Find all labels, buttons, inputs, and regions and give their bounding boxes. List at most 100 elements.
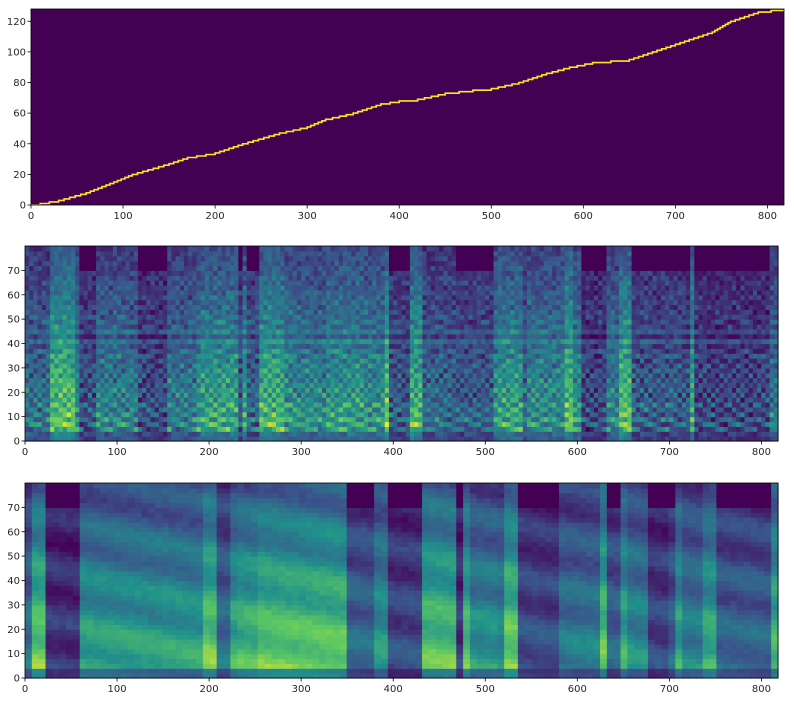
spec-cell bbox=[225, 275, 231, 281]
spec-cell bbox=[221, 387, 227, 393]
spec-cell bbox=[305, 436, 311, 442]
spec-cell bbox=[460, 246, 465, 252]
spec-cell bbox=[246, 382, 252, 388]
spec-cell bbox=[96, 304, 101, 310]
spec-cell bbox=[426, 304, 432, 310]
spec-cell bbox=[158, 348, 164, 354]
spec-cell bbox=[422, 255, 428, 262]
spec-cell bbox=[531, 348, 536, 354]
spec-cell bbox=[183, 377, 189, 384]
spec-cell bbox=[430, 358, 436, 364]
spec-cell bbox=[472, 431, 478, 437]
spec-cell bbox=[234, 285, 239, 291]
spec-cell bbox=[334, 289, 340, 296]
spec-cell bbox=[288, 343, 294, 349]
spec-cell bbox=[204, 319, 210, 325]
spec-cell bbox=[284, 392, 290, 398]
spec-cell bbox=[384, 285, 390, 291]
spec-cell bbox=[45, 392, 51, 398]
spec-cell bbox=[464, 285, 470, 291]
spec-cell bbox=[229, 402, 235, 408]
spec-cell bbox=[121, 421, 126, 427]
spec-cell bbox=[531, 382, 536, 388]
spec-cell bbox=[476, 304, 482, 310]
spec-cell bbox=[87, 280, 93, 286]
spec-cell bbox=[175, 319, 181, 325]
spec-cell bbox=[117, 406, 122, 413]
spec-cell bbox=[330, 382, 336, 388]
spec-cell bbox=[196, 353, 202, 359]
spec-cell bbox=[229, 246, 235, 252]
spec-cell bbox=[276, 260, 281, 267]
spec-cell bbox=[501, 285, 507, 291]
spec-cell bbox=[79, 328, 85, 335]
spec-cell bbox=[175, 289, 181, 296]
spec-cell bbox=[455, 250, 461, 257]
spec-cell bbox=[309, 294, 315, 301]
spec-cell bbox=[100, 270, 106, 276]
spec-cell bbox=[535, 299, 541, 306]
spec-cell bbox=[167, 255, 173, 262]
spec-cell bbox=[175, 285, 181, 291]
spec-cell bbox=[317, 367, 323, 374]
spec-cell bbox=[455, 348, 461, 354]
spec-cell bbox=[79, 309, 85, 315]
spec-cell bbox=[183, 402, 189, 408]
spec-cell bbox=[121, 406, 126, 413]
spec-cell bbox=[96, 294, 101, 301]
spec-cell bbox=[288, 265, 294, 271]
spec-cell bbox=[79, 255, 85, 262]
spec-cell bbox=[535, 387, 541, 393]
spec-cell bbox=[62, 406, 68, 413]
spec-cell bbox=[480, 246, 486, 252]
spec-cell bbox=[41, 343, 47, 349]
spec-cell bbox=[121, 265, 126, 271]
spec-cell bbox=[276, 421, 281, 427]
spec-cell bbox=[213, 265, 219, 271]
spec-cell bbox=[129, 270, 135, 276]
spec-cell bbox=[66, 436, 72, 442]
spec-cell bbox=[368, 343, 373, 349]
spec-cell bbox=[83, 275, 89, 281]
spec-cell bbox=[409, 358, 415, 364]
spec-cell bbox=[506, 265, 511, 271]
spec-cell bbox=[246, 392, 252, 398]
spec-cell bbox=[305, 348, 311, 354]
spec-cell bbox=[376, 353, 382, 359]
spec-cell bbox=[430, 246, 436, 252]
spec-cell bbox=[338, 363, 344, 369]
spec-cell bbox=[472, 358, 478, 364]
spec-cell bbox=[363, 402, 369, 408]
spec-cell bbox=[510, 324, 516, 330]
spec-cell bbox=[125, 353, 131, 359]
spec-cell bbox=[434, 397, 440, 403]
spec-cell bbox=[485, 328, 490, 335]
spec-cell bbox=[342, 372, 348, 379]
spec-cell bbox=[430, 338, 436, 345]
spec-cell bbox=[171, 289, 177, 296]
spec-cell bbox=[326, 426, 331, 432]
spec-cell bbox=[54, 426, 60, 432]
spec-cell bbox=[280, 309, 285, 315]
spec-cell bbox=[209, 319, 214, 325]
spec-cell bbox=[37, 333, 43, 340]
spec-cell bbox=[71, 416, 76, 423]
spec-cell bbox=[171, 343, 177, 349]
spec-cell bbox=[158, 397, 164, 403]
spec-cell bbox=[58, 285, 64, 291]
spec-cell bbox=[221, 246, 227, 252]
spec-cell bbox=[58, 255, 64, 262]
spec-cell bbox=[96, 397, 101, 403]
spec-cell bbox=[62, 382, 68, 388]
spec-cell bbox=[506, 402, 511, 408]
spec-cell bbox=[384, 270, 390, 276]
spec-cell bbox=[183, 367, 189, 374]
spec-cell bbox=[54, 260, 60, 267]
spec-cell bbox=[50, 363, 55, 369]
spec-cell bbox=[363, 260, 369, 267]
spec-cell bbox=[355, 333, 361, 340]
spec-cell bbox=[326, 348, 331, 354]
spec-cell bbox=[376, 348, 382, 354]
spec-cell bbox=[87, 294, 93, 301]
spec-cell bbox=[347, 299, 352, 306]
